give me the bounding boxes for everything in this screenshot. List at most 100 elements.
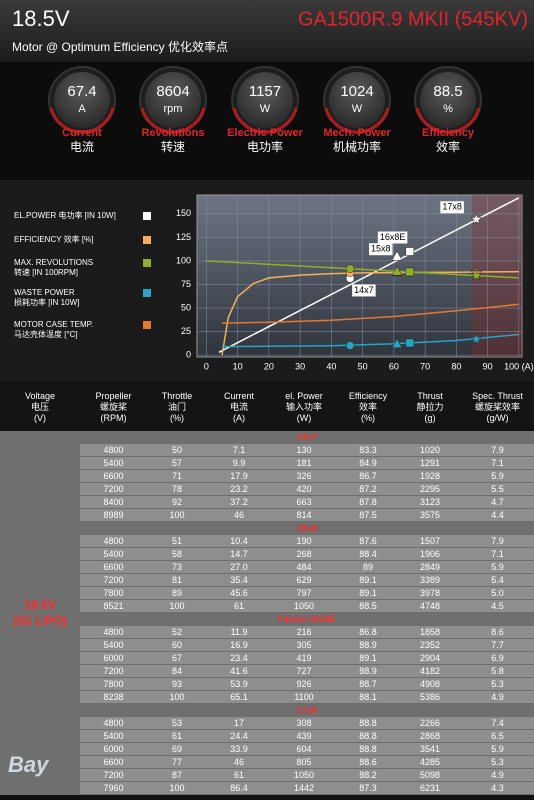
- x-tick-label: 10: [233, 361, 243, 371]
- cell: 88.1: [337, 690, 399, 704]
- cell: 93: [147, 677, 207, 691]
- logo: Bay: [8, 752, 49, 777]
- x-tick-label: 40: [326, 361, 336, 371]
- gauge-label: Current: [62, 127, 102, 139]
- gauge-unit: A: [78, 103, 86, 115]
- cell: 629: [271, 573, 337, 587]
- cell: 8989: [80, 508, 147, 522]
- cell: 3575: [399, 508, 461, 522]
- cell: 4.4: [461, 508, 534, 522]
- cell: 23.2: [207, 482, 271, 496]
- data-row: 7200 87 61 1050 88.2 5098 4.9: [0, 768, 534, 782]
- data-row: 8989 100 46 814 87.5 3575 4.4: [0, 508, 534, 522]
- cell: 7960: [80, 781, 147, 795]
- gauge-arc: [324, 107, 390, 134]
- gauge-label: Efficiency: [422, 127, 475, 139]
- cell: 1858: [399, 625, 461, 639]
- cell: 7.1: [207, 443, 271, 457]
- cell: 65.1: [207, 690, 271, 704]
- annotation-box: [352, 284, 376, 297]
- cell: 604: [271, 742, 337, 756]
- cell: 88.8: [337, 729, 399, 743]
- cell: 439: [271, 729, 337, 743]
- cell: 6231: [399, 781, 461, 795]
- gauge-face: [145, 72, 201, 128]
- cell: 87.5: [337, 508, 399, 522]
- cell: 88.8: [337, 716, 399, 730]
- cell: 67: [147, 651, 207, 665]
- cell: 88.4: [337, 547, 399, 561]
- cell: 1050: [271, 599, 337, 613]
- cell: 5400: [80, 729, 147, 743]
- cell: 6600: [80, 755, 147, 769]
- cell: 100: [147, 599, 207, 613]
- group-name: 14x7: [80, 431, 534, 444]
- marker: [345, 264, 355, 273]
- marker: [405, 338, 415, 348]
- gauge-label-cn: 机械功率: [333, 139, 381, 154]
- cell: 6.9: [461, 651, 534, 665]
- legend-swatch: [143, 259, 151, 267]
- column-header: Efficiency 效率 (%): [337, 383, 399, 431]
- header-row: Voltage 电压 (V) Propeller 螺旋桨 (RPM) Throttl…: [0, 383, 534, 431]
- cell: 8521: [80, 599, 147, 613]
- data-row: 6600 71 17.9 326 86.7 1928 5.9: [0, 469, 534, 483]
- cell: 7.4: [461, 716, 534, 730]
- x-tick-label: 100 (A): [504, 361, 534, 371]
- voltage-cell: 18.5V (5S LIPO): [0, 431, 80, 795]
- cell: 4182: [399, 664, 461, 678]
- cell: 83.3: [337, 443, 399, 457]
- x-tick-label: 50: [358, 361, 368, 371]
- cell: 88.2: [337, 768, 399, 782]
- cell: 81: [147, 573, 207, 587]
- cell: 7200: [80, 482, 147, 496]
- group-row: 15x8: [0, 521, 534, 535]
- y-tick-label: 150: [176, 208, 191, 218]
- column-header: Current 电流 (A): [207, 383, 271, 431]
- cell: 16.9: [207, 638, 271, 652]
- cell: 46: [207, 508, 271, 522]
- cell: 5.0: [461, 586, 534, 600]
- legend-swatch: [143, 212, 151, 220]
- cell: 87.3: [337, 781, 399, 795]
- cell: 88.9: [337, 664, 399, 678]
- annotation: 15x8: [371, 244, 391, 254]
- legend-item: MAX. REVOLUTIONS 转速 [IN 100RPM]: [14, 258, 94, 277]
- cell: 11.9: [207, 625, 271, 639]
- cell: 89: [147, 586, 207, 600]
- series-line: [221, 270, 519, 356]
- cell: 23.4: [207, 651, 271, 665]
- cell: 69: [147, 742, 207, 756]
- plot-area: [196, 194, 523, 358]
- legend-item: EL.POWER 电功率 [IN 10W]: [14, 211, 116, 220]
- gauge-label: Mech. Power: [323, 127, 391, 139]
- cell: 89.1: [337, 573, 399, 587]
- cell: 5098: [399, 768, 461, 782]
- x-tick-label: 70: [420, 361, 430, 371]
- cell: 89: [337, 560, 399, 574]
- cell: 10.4: [207, 534, 271, 548]
- cell: 61: [207, 768, 271, 782]
- gauge-face: [237, 72, 293, 128]
- cell: 88.7: [337, 677, 399, 691]
- data-row: 5400 60 16.9 305 88.9 2352 7.7: [0, 638, 534, 652]
- cell: 308: [271, 716, 337, 730]
- cell: 5.8: [461, 664, 534, 678]
- cell: 88.9: [337, 638, 399, 652]
- cell: 1928: [399, 469, 461, 483]
- cell: 6600: [80, 560, 147, 574]
- cell: 77: [147, 755, 207, 769]
- x-tick-label: 20: [264, 361, 274, 371]
- cell: 1020: [399, 443, 461, 457]
- marker: [470, 269, 483, 281]
- cell: 4800: [80, 625, 147, 639]
- legend-swatch: [143, 289, 151, 297]
- model-title: GA1500R.9 MKII (545KV): [298, 8, 528, 30]
- x-tick-label: 30: [295, 361, 305, 371]
- column-header: Spec. Thrust 螺旋桨效率 (g/W): [461, 383, 534, 431]
- gauge-label: Electric Power: [227, 127, 304, 139]
- cell: 190: [271, 534, 337, 548]
- cell: 7.7: [461, 638, 534, 652]
- cell: 14.7: [207, 547, 271, 561]
- series-line: [218, 197, 520, 353]
